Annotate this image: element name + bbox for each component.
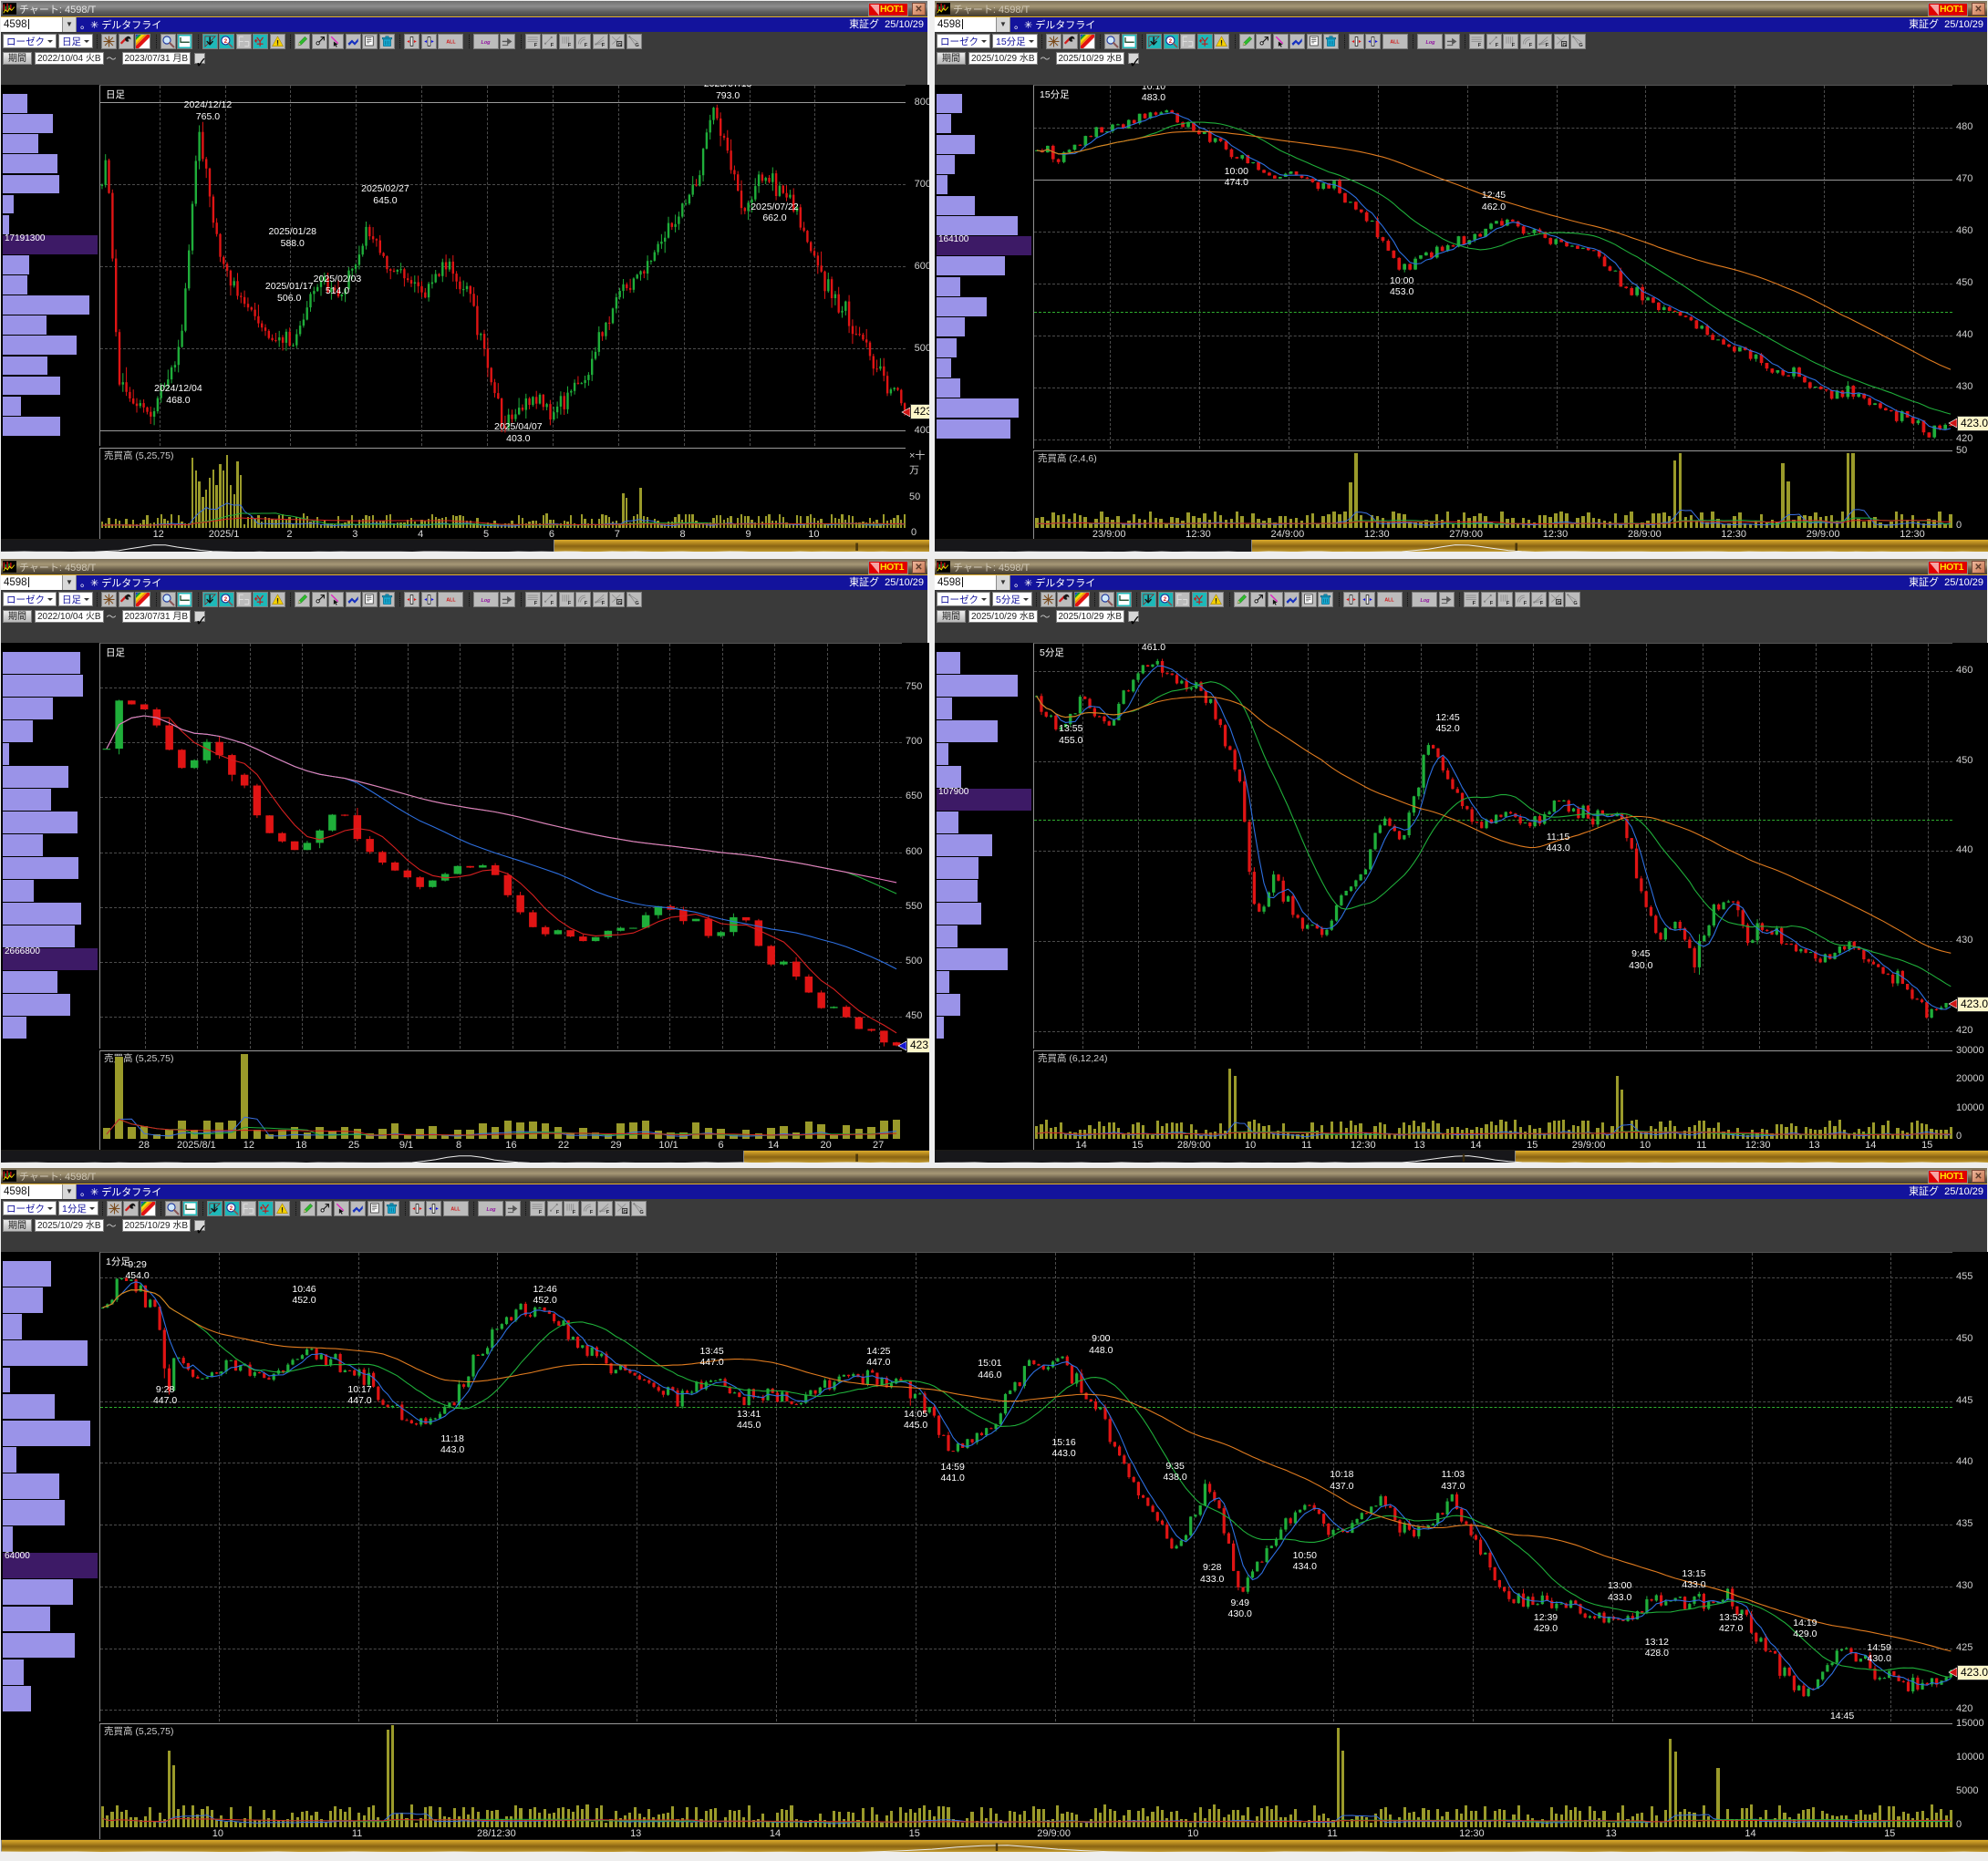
svg-text:ALL: ALL	[446, 39, 456, 45]
svg-text:F: F	[601, 43, 605, 48]
svg-text:F: F	[585, 43, 588, 48]
svg-text:ALL: ALL	[1391, 39, 1401, 45]
svg-text:G: G	[617, 43, 622, 48]
svg-text:Log: Log	[481, 39, 491, 45]
svg-text:F: F	[533, 43, 537, 48]
svg-text:G: G	[1562, 43, 1567, 48]
svg-text:G: G	[1574, 601, 1579, 606]
svg-text:F: F	[551, 43, 554, 48]
svg-text:Log: Log	[481, 597, 491, 603]
svg-text:F: F	[590, 1210, 594, 1215]
svg-text:Log: Log	[486, 1206, 496, 1212]
svg-text:F: F	[1490, 601, 1494, 606]
svg-text:Log: Log	[1425, 39, 1435, 45]
svg-text:G: G	[1557, 601, 1561, 606]
svg-text:F: F	[556, 1210, 560, 1215]
svg-text:F: F	[585, 601, 588, 606]
svg-text:ALL: ALL	[451, 1206, 461, 1212]
svg-text:F: F	[1524, 601, 1527, 606]
svg-text:F: F	[551, 601, 554, 606]
svg-text:F: F	[1507, 601, 1510, 606]
svg-text:F: F	[567, 601, 571, 606]
svg-text:F: F	[1540, 601, 1544, 606]
svg-text:F: F	[1512, 43, 1516, 48]
svg-text:F: F	[1546, 43, 1549, 48]
svg-text:F: F	[601, 601, 605, 606]
svg-text:F: F	[1528, 43, 1532, 48]
svg-text:F: F	[1473, 601, 1476, 606]
svg-text:G: G	[623, 1210, 627, 1215]
svg-text:G: G	[1579, 43, 1584, 48]
svg-text:G: G	[640, 1210, 645, 1215]
svg-text:F: F	[567, 43, 571, 48]
svg-text:G: G	[635, 43, 639, 48]
svg-text:ALL: ALL	[446, 597, 456, 603]
svg-text:F: F	[1478, 43, 1482, 48]
svg-text:F: F	[606, 1210, 610, 1215]
svg-text:F: F	[533, 601, 537, 606]
svg-text:ALL: ALL	[1385, 597, 1395, 603]
svg-text:F: F	[539, 1210, 543, 1215]
svg-text:F: F	[573, 1210, 576, 1215]
svg-text:G: G	[617, 601, 622, 606]
svg-text:G: G	[635, 601, 639, 606]
svg-text:Log: Log	[1420, 597, 1430, 603]
svg-text:F: F	[1495, 43, 1498, 48]
